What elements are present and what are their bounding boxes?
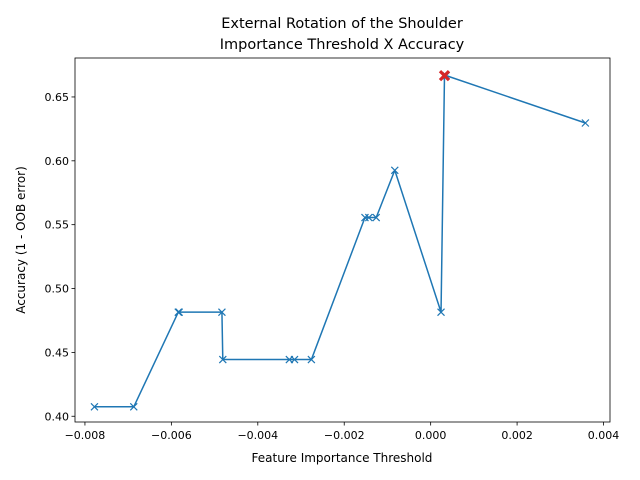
chart-title-line-1: External Rotation of the Shoulder xyxy=(221,16,463,32)
axes: −0.008 −0.006 −0.004 −0.002 0.000 0.002 0.004 0… xyxy=(45,57,620,442)
data-point-marker xyxy=(581,119,590,127)
plot-area xyxy=(90,69,590,411)
data-point-marker xyxy=(129,402,138,411)
data-point-marker xyxy=(175,308,184,317)
plot-frame xyxy=(74,57,611,423)
x-axis-label: Feature Importance Threshold xyxy=(252,451,433,465)
x-tick-label: 0.002 xyxy=(501,429,533,442)
y-tick-label: 0.55 xyxy=(45,219,70,232)
data-point-marker xyxy=(174,308,183,317)
data-point-marker xyxy=(218,355,227,364)
x-tick-label: 0.004 xyxy=(588,429,620,442)
x-tick-label: −0.004 xyxy=(237,429,278,442)
series-line xyxy=(94,74,586,408)
data-point-marker xyxy=(372,213,381,222)
y-tick-label: 0.65 xyxy=(45,91,70,104)
data-point-marker xyxy=(290,355,299,364)
data-point-marker xyxy=(437,308,445,317)
y-tick-label: 0.40 xyxy=(45,410,70,423)
x-tick-label: −0.008 xyxy=(65,429,106,442)
y-axis-label: Accuracy (1 - OOB error) xyxy=(14,166,28,314)
y-tick-label: 0.60 xyxy=(45,155,70,168)
data-point-marker xyxy=(364,213,373,222)
x-tick-label: 0.000 xyxy=(415,429,447,442)
data-point-marker xyxy=(90,402,99,411)
x-tick-label: −0.006 xyxy=(151,429,192,442)
best-accuracy-marker xyxy=(438,69,451,82)
chart-title-line-2: Importance Threshold X Accuracy xyxy=(220,37,465,53)
data-point-marker xyxy=(390,166,399,175)
data-point-marker xyxy=(307,355,316,364)
x-tick-label: −0.002 xyxy=(324,429,365,442)
y-tick-label: 0.45 xyxy=(45,346,70,359)
data-point-marker xyxy=(218,308,226,317)
y-tick-label: 0.50 xyxy=(45,283,70,296)
